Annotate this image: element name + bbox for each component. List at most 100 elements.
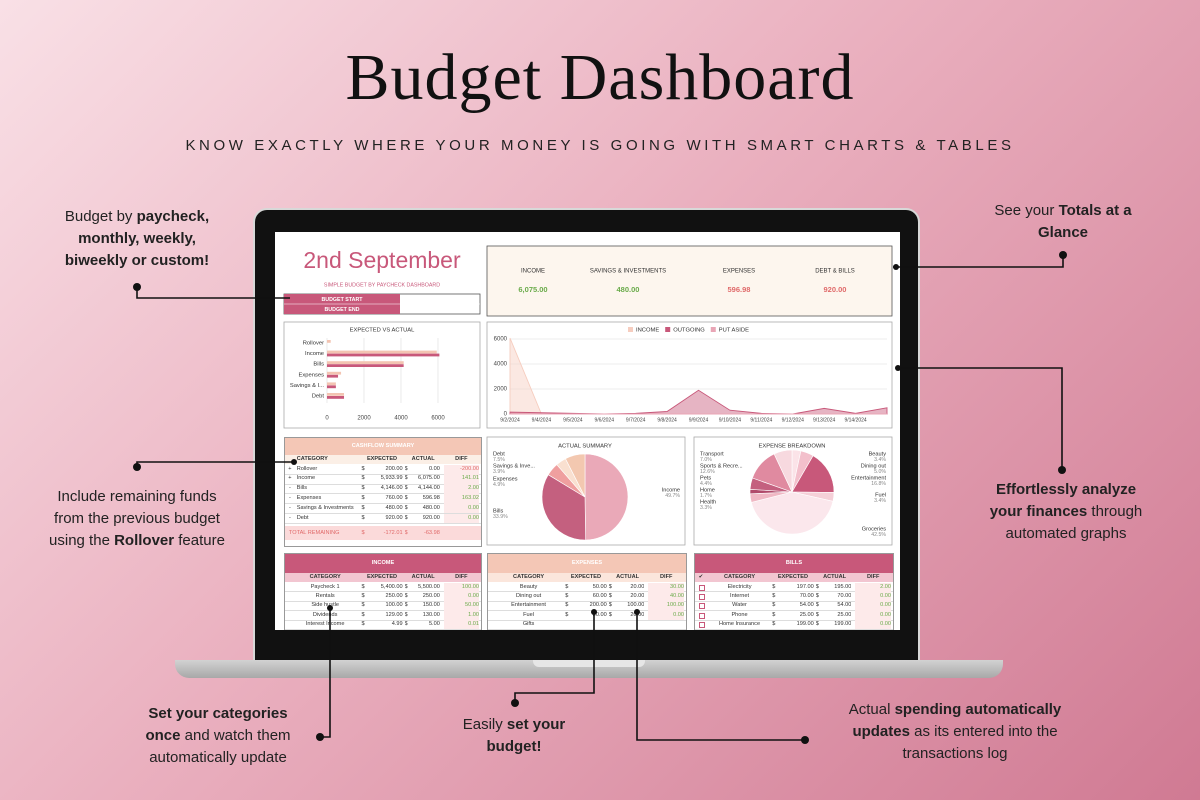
slice-label: Health [700, 499, 716, 505]
column-header: EXPECTED [777, 574, 809, 580]
callout-text: spending automatically [894, 701, 1062, 718]
slice-label: Bills [493, 508, 503, 514]
bar [327, 374, 339, 378]
callout: See your Totals at a Glance [923, 200, 1200, 244]
dot [1059, 251, 1067, 259]
page-title: Budget Dashboard [345, 41, 855, 114]
row-rule [695, 600, 893, 602]
currency: $ [815, 621, 819, 628]
callout-line: once and watch them [78, 725, 358, 747]
column-header: DIFF [455, 456, 468, 462]
bar [327, 371, 342, 375]
row-expected: 200.00 [589, 602, 607, 609]
dashboard-charts: 2nd September SIMPLE BUDGET BY PAYCHECK D… [283, 245, 893, 546]
row-expected: 70.00 [799, 592, 814, 599]
slice-label: Income [662, 487, 680, 493]
x-tick-label: 9/2/2024 [500, 417, 520, 423]
callout-text: set your [506, 716, 566, 733]
row-diff: 0.00 [855, 610, 891, 621]
legend-swatch [628, 327, 633, 332]
dot [801, 736, 809, 744]
currency: $ [404, 485, 408, 492]
row-diff: 0.00 [443, 503, 480, 514]
callout-text: Totals at a [1058, 202, 1132, 219]
row-category: Entertainment [511, 602, 546, 609]
bar [327, 353, 440, 357]
slice-value: 16.8% [871, 481, 886, 487]
callout-text: automatically update [149, 749, 287, 766]
row-rule [285, 513, 481, 514]
column-header: CATEGORY [513, 574, 545, 580]
currency: $ [608, 583, 612, 590]
table-title: INCOME [285, 554, 481, 573]
currency: $ [361, 583, 365, 590]
x-tick-label: 6000 [431, 416, 445, 422]
row-diff: 1.00 [443, 610, 480, 621]
row-diff: 100.00 [648, 601, 684, 611]
row-category: Phone [731, 611, 748, 618]
slice-label: Home [700, 487, 715, 493]
callout-line: monthly, weekly, [0, 228, 277, 250]
currency: $ [815, 592, 819, 599]
row-category: Water [732, 602, 747, 609]
row-rule [285, 610, 481, 611]
y-tick-label: 4000 [494, 362, 508, 368]
callout: Easily set your budget! [374, 714, 654, 758]
row-sign: - [288, 494, 291, 501]
slice-value: 5.0% [874, 469, 886, 475]
budget-end: BUDGET END [324, 307, 359, 313]
row-expected: 20.00 [592, 611, 607, 618]
row-actual: 100.00 [627, 602, 645, 609]
y-tick-label: Expenses [299, 372, 325, 378]
row-diff: 100.00 [443, 582, 480, 592]
slice-value: 49.7% [665, 493, 680, 499]
x-tick-label: 4000 [394, 416, 408, 422]
callout-line: automatically update [78, 747, 358, 769]
row-actual: 199.00 [834, 621, 852, 628]
row-actual: 25.00 [837, 611, 852, 618]
row-rule [285, 591, 481, 592]
row-diff: 163.02 [443, 493, 480, 504]
currency: $ [565, 602, 569, 609]
column-header: DIFF [455, 574, 468, 580]
pie-slice [791, 455, 835, 493]
row-sign: - [288, 485, 291, 492]
total-actual: -63.98 [423, 530, 440, 537]
currency: $ [361, 494, 365, 501]
callout-text: transactions log [902, 745, 1008, 762]
row-diff: 0.00 [855, 620, 891, 630]
slice-label: Fuel [875, 492, 886, 498]
table-title: BILLS [695, 554, 893, 573]
x-tick-label: 9/11/2024 [750, 417, 772, 423]
pie-frame [693, 436, 893, 546]
row-category: Dividends [312, 611, 338, 618]
row-actual: 5,500.00 [418, 583, 440, 590]
row-diff: 30.00 [648, 582, 684, 592]
currency: $ [772, 583, 776, 590]
row-diff: -200.00 [443, 464, 480, 475]
slice-label: Pets [700, 475, 711, 481]
row-diff: 50.00 [443, 601, 480, 611]
callout-text: Actual [848, 701, 895, 718]
x-tick-label: 9/12/2024 [782, 417, 804, 423]
row-category: Rollover [296, 465, 318, 472]
row-expected: 920.00 [385, 514, 403, 521]
checkbox [698, 622, 705, 629]
total-label: SAVINGS & INVESTMENTS [590, 269, 666, 275]
column-header: EXPECTED [570, 574, 602, 580]
callout-line: updates as its entered into the [815, 721, 1095, 743]
y-tick-label: Income [305, 351, 324, 357]
row-diff: 40.00 [648, 591, 684, 602]
callout-text: Budget by [64, 208, 137, 225]
table-title: CASHFLOW SUMMARY [285, 438, 481, 455]
dot [133, 283, 141, 291]
slice-label: Sports & Recre... [700, 463, 743, 469]
bar [327, 385, 336, 389]
total-value: 480.00 [617, 285, 640, 294]
currency: $ [815, 611, 819, 618]
dot [511, 699, 519, 707]
pie-slice [750, 491, 834, 535]
callout-line: Effortlessly analyze [926, 479, 1200, 501]
callout-line: Easily set your [374, 714, 654, 736]
callout: Set your categories once and watch them au… [78, 703, 358, 769]
